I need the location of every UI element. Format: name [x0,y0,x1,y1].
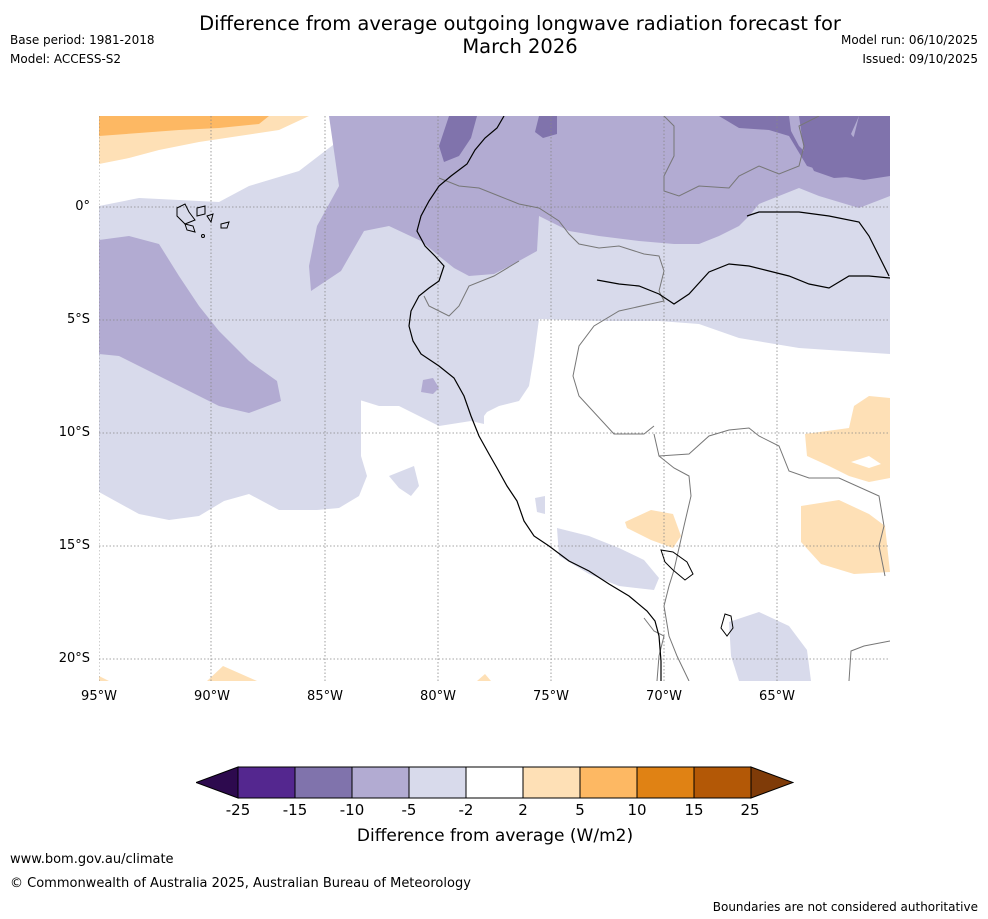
colorbar-swatch-pos-10-15 [636,766,695,799]
colorbar [196,766,794,799]
colorbar-tick-neg2: -2 [458,801,474,819]
lon-label-95w: 95°W [81,689,117,704]
anomaly-spot-lavender [421,378,439,394]
lon-label-70w: 70°W [646,689,682,704]
colorbar-tick-neg15: -15 [282,801,308,819]
title-line-2: March 2026 [462,35,578,58]
colorbar-swatch-neg-10-5 [351,766,410,799]
anomaly-hole-east-1 [851,456,881,468]
lon-label-65w: 65°W [759,689,795,704]
model-run-label: Model run: 06/10/2025 [840,33,978,47]
lake-titicaca [660,549,734,637]
colorbar-extend-low [196,766,239,799]
coastline [408,116,890,681]
anomaly-spot-lavender-2 [389,466,419,496]
colorbar-swatch-neg-5-2 [408,766,467,799]
colorbar-swatch-pos-5-10 [579,766,638,799]
boundaries-disclaimer: Boundaries are not considered authoritat… [712,900,978,914]
anomaly-region-light-lavender-southeast [729,612,811,681]
issued-label: Issued: 09/10/2025 [862,52,978,66]
country-borders [423,116,890,681]
colorbar-tick-25: 25 [740,801,760,819]
copyright-notice: © Commonwealth of Australia 2025, Austra… [10,876,471,891]
title-line-1: Difference from average outgoing longwav… [199,12,841,35]
colorbar-extend-high [750,766,794,799]
colorbar-tick-15: 15 [684,801,704,819]
colorbar-swatch-pos-2-5 [522,766,581,799]
colorbar-swatch-neutral [465,766,524,799]
lon-label-85w: 85°W [307,689,343,704]
anomaly-region-light-lavender-south [557,528,659,590]
colorbar-swatch-neg-15-10 [294,766,353,799]
lat-label-5s: 5°S [66,312,90,327]
anomaly-map [99,116,890,681]
lat-label-10s: 10°S [58,425,90,440]
anomaly-region-purple-2 [535,116,557,138]
anomaly-region-cream-southwest [207,666,257,681]
website-link[interactable]: www.bom.gov.au/climate [10,852,174,867]
anomaly-region-cream-south [477,674,491,681]
anomaly-region-cream-corner [99,676,109,681]
galapagos-islands [176,203,230,238]
lat-label-20s: 20°S [58,651,90,666]
colorbar-swatch-neg-25-15 [237,766,296,799]
colorbar-tick-neg5: -5 [401,801,417,819]
anomaly-region-purple-4 [799,116,867,178]
lon-label-75w: 75°W [533,689,569,704]
anomaly-region-lavender-north [309,116,890,291]
gridlines [99,116,890,681]
colorbar-tick-neg25: -25 [225,801,251,819]
chart-title: Difference from average outgoing longwav… [150,12,890,58]
lon-label-80w: 80°W [420,689,456,704]
anomaly-region-purple-1 [439,116,477,162]
model-label: Model: ACCESS-S2 [10,52,122,66]
lat-label-15s: 15°S [58,538,90,553]
colorbar-tick-5: 5 [575,801,585,819]
lon-label-90w: 90°W [194,689,230,704]
colorbar-title: Difference from average (W/m2) [356,826,634,846]
anomaly-region-lavender [99,236,281,413]
anomaly-region-orange-northwest [99,116,269,136]
anomaly-spot-lavender-3 [535,496,545,514]
lat-label-0: 0° [75,199,90,214]
colorbar-swatch-pos-15-25 [693,766,752,799]
anomaly-region-cream-central [625,510,681,548]
anomaly-region-cream-east-2 [801,500,890,574]
colorbar-tick-10: 10 [627,801,647,819]
colorbar-tick-2: 2 [518,801,528,819]
base-period-label: Base period: 1981-2018 [10,33,155,47]
colorbar-tick-neg10: -10 [339,801,365,819]
